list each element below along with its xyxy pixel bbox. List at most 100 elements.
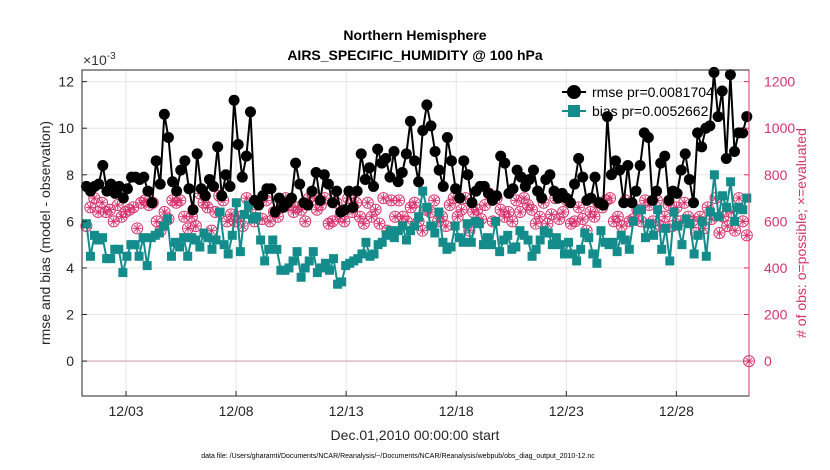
bias-point: [183, 251, 193, 261]
rmse-point: [683, 173, 695, 185]
bias-point: [535, 235, 545, 245]
bias-point: [357, 249, 367, 259]
rmse-point: [228, 94, 240, 106]
bias-point: [446, 242, 456, 252]
bias-point: [523, 235, 533, 245]
obs-evaluated-marker: [132, 223, 142, 233]
rmse-point: [359, 173, 371, 185]
bias-point: [337, 277, 347, 287]
obs-evaluated-marker: [679, 198, 689, 208]
rmse-point: [347, 201, 359, 213]
bias-point: [653, 205, 663, 215]
obs-evaluated-marker: [500, 212, 510, 222]
y-left-tick-label: 12: [58, 74, 74, 90]
bias-point: [272, 244, 282, 254]
bias-point: [624, 244, 634, 254]
rmse-point: [302, 199, 314, 211]
rmse-point: [269, 206, 281, 218]
rmse-point: [212, 141, 224, 153]
y-right-tick-label: 1000: [764, 120, 795, 136]
rmse-point: [171, 185, 183, 197]
obs-evaluated-marker: [265, 216, 275, 226]
rmse-point: [536, 192, 548, 204]
rmse-point: [409, 155, 421, 167]
bias-point: [118, 268, 128, 278]
rmse-point: [679, 148, 691, 160]
obs-evaluated-marker: [480, 200, 490, 210]
bias-point: [503, 230, 513, 240]
obs-possible-marker: [529, 217, 542, 230]
rmse-point: [208, 180, 220, 192]
rmse-point: [396, 166, 408, 178]
obs-evaluated-marker: [187, 212, 197, 222]
bias-point: [531, 244, 541, 254]
bias-point: [511, 242, 521, 252]
obs-evaluated-marker: [527, 205, 537, 215]
rmse-point: [421, 99, 433, 111]
bias-point: [730, 216, 740, 226]
bias-point: [588, 249, 598, 259]
bias-point: [689, 249, 699, 259]
rmse-point: [175, 164, 187, 176]
obs-possible-marker: [369, 203, 382, 216]
rmse-point: [712, 111, 724, 123]
bias-point: [256, 235, 266, 245]
bias-point: [551, 233, 561, 243]
obs-possible-marker: [553, 213, 566, 226]
y-left-tick-label: 8: [66, 167, 74, 183]
bias-point: [361, 237, 371, 247]
bias-point: [717, 191, 727, 201]
bias-point: [381, 230, 391, 240]
bias-point: [179, 233, 189, 243]
bias-point: [320, 258, 330, 268]
bias-point: [252, 212, 262, 222]
obs-evaluated-marker: [734, 193, 744, 203]
bias-point: [171, 237, 181, 247]
obs-evaluated-marker: [515, 207, 525, 217]
bias-point: [85, 251, 95, 261]
obs-possible-marker: [428, 194, 441, 207]
bias-point: [458, 237, 468, 247]
bias-point: [620, 235, 630, 245]
bias-point: [438, 237, 448, 247]
bias-point: [499, 235, 509, 245]
obs-evaluated-marker: [85, 202, 95, 212]
bias-point: [450, 221, 460, 231]
obs-possible-marker: [357, 217, 370, 230]
bias-point: [385, 226, 395, 236]
y-right-tick-label: 800: [764, 167, 788, 183]
bias-point: [742, 193, 752, 203]
obs-evaluated-marker: [714, 228, 724, 238]
rmse-point: [363, 162, 375, 174]
bias-point: [547, 240, 557, 250]
obs-possible-marker: [353, 210, 366, 223]
rmse-point: [167, 176, 179, 188]
rmse-point: [331, 185, 343, 197]
obs-possible-marker: [299, 215, 312, 228]
obs-evaluated-marker: [472, 205, 482, 215]
obs-evaluated-marker: [386, 195, 396, 205]
obs-evaluated-marker: [328, 216, 338, 226]
rmse-point: [454, 192, 466, 204]
obs-evaluated-marker: [359, 219, 369, 229]
rmse-point: [220, 169, 232, 181]
bias-point: [418, 186, 428, 196]
obs-evaluated-marker: [128, 202, 138, 212]
rmse-point: [216, 190, 228, 202]
rmse-point: [121, 183, 133, 195]
rmse-point: [314, 194, 326, 206]
rmse-point: [368, 180, 380, 192]
bias-point: [519, 230, 529, 240]
x-tick-label: 12/28: [659, 403, 694, 419]
obs-evaluated-marker: [374, 219, 384, 229]
rmse-point: [499, 157, 511, 169]
bias-point: [701, 251, 711, 261]
legend-rmse-label: rmse pr=0.0081704: [592, 84, 714, 100]
obs-evaluated-marker: [406, 202, 416, 212]
obs-evaluated-marker: [363, 198, 373, 208]
rmse-point: [687, 197, 699, 209]
rmse-point: [285, 192, 297, 204]
bias-point: [474, 219, 484, 229]
y-right-tick-label: 1200: [764, 74, 795, 90]
